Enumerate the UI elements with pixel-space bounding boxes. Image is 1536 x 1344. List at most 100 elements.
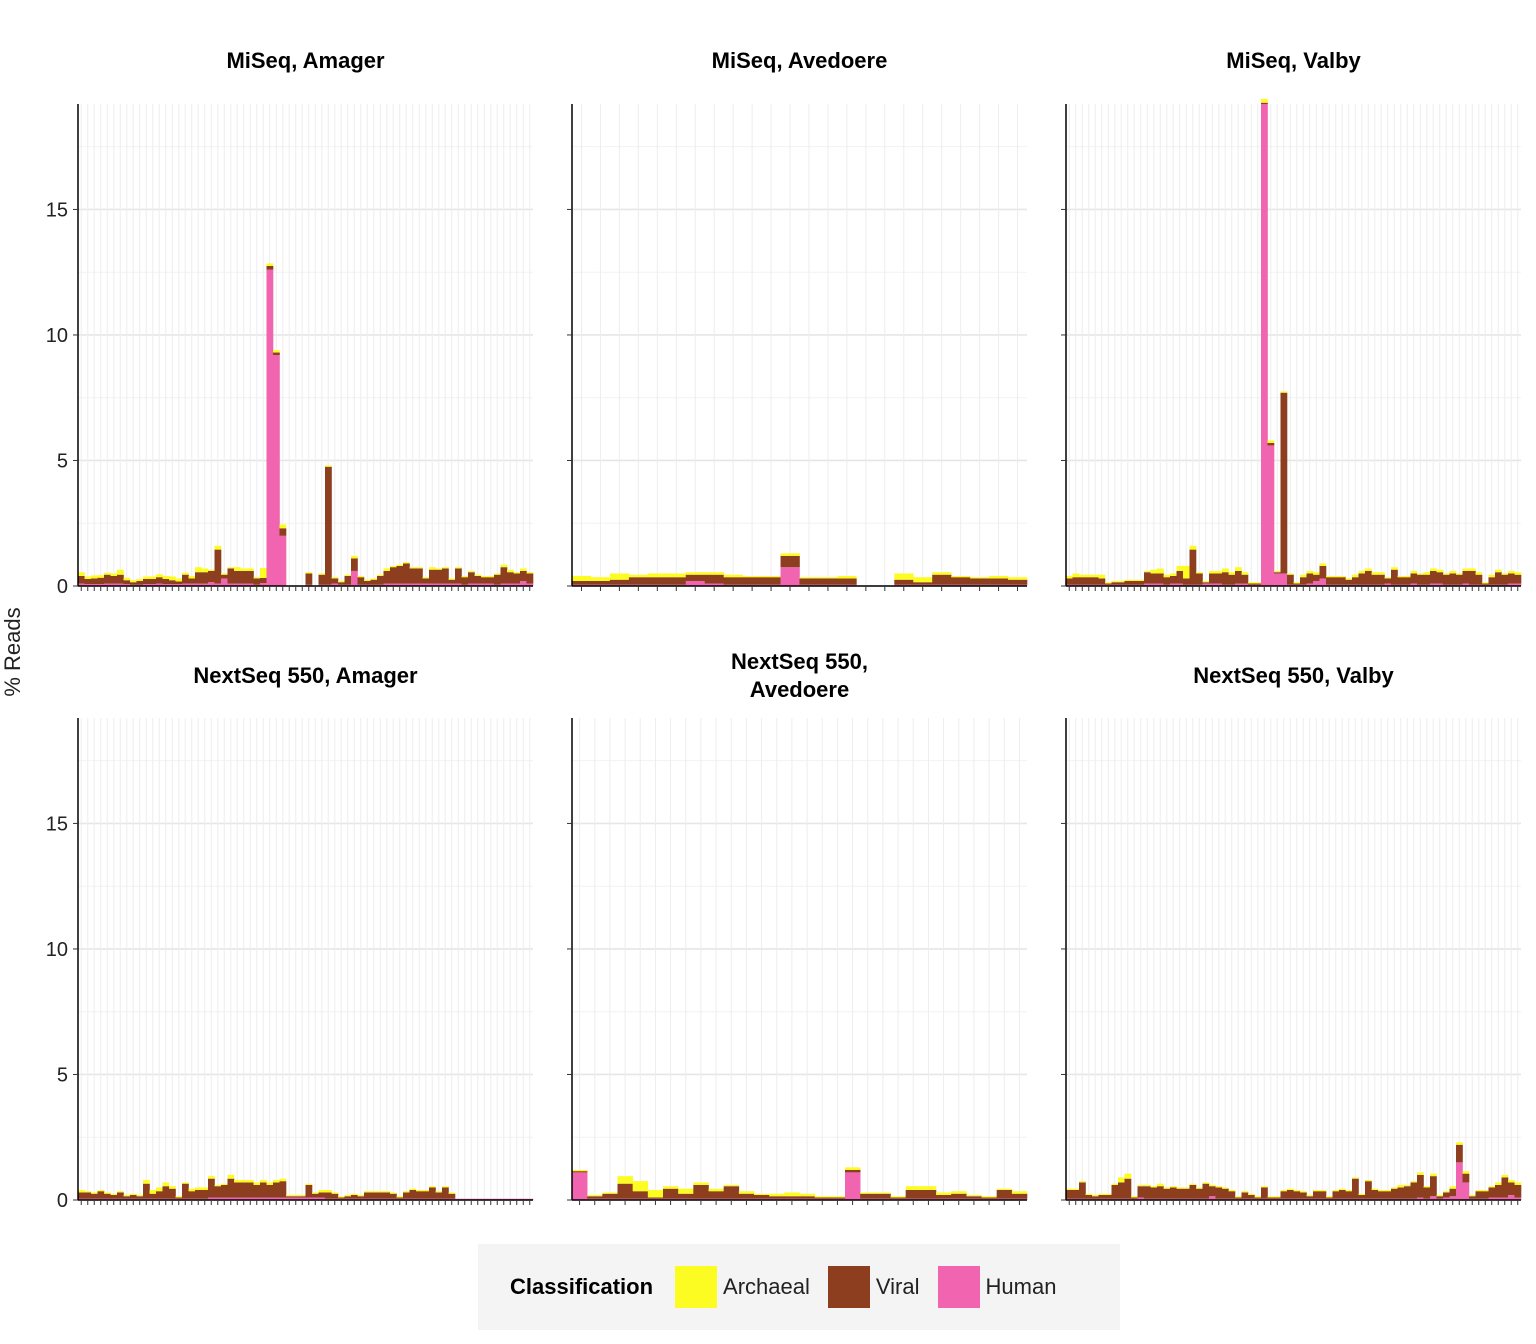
bar-archaeal-sample-35	[1287, 573, 1294, 575]
bar-archaeal-sample-39	[1313, 1189, 1320, 1192]
bar-viral-sample-1	[572, 580, 592, 585]
bar-viral-sample-24	[920, 1189, 937, 1199]
bar-archaeal-sample-24	[1008, 577, 1028, 580]
bar-archaeal-sample-20	[1189, 1183, 1197, 1185]
bar-viral-sample-13	[799, 578, 819, 585]
bar-archaeal-sample-44	[1345, 578, 1353, 580]
bar-human-sample-66	[1488, 1197, 1496, 1200]
bar-viral-sample-36	[305, 573, 313, 585]
bar-archaeal-sample-62	[1462, 1171, 1470, 1174]
bar-viral-sample-30	[266, 265, 274, 270]
bar-archaeal-sample-36	[305, 572, 313, 574]
bar-viral-sample-13	[156, 577, 163, 584]
bar-viral-sample-18	[894, 579, 914, 585]
bar-archaeal-sample-33	[1274, 570, 1281, 573]
bar-viral-sample-30	[1011, 1193, 1028, 1199]
bar-archaeal-sample-53	[416, 1189, 423, 1192]
bar-viral-sample-24	[1215, 1187, 1223, 1199]
bar-archaeal-sample-12	[149, 1189, 157, 1194]
bar-archaeal-sample-66	[500, 564, 508, 568]
bar-archaeal-sample-42	[344, 1194, 352, 1197]
bar-viral-sample-32	[1267, 442, 1275, 446]
bar-archaeal-sample-18	[1176, 565, 1184, 571]
bar-archaeal-sample-22	[1202, 1182, 1210, 1184]
bar-archaeal-sample-60	[461, 575, 469, 578]
bar-archaeal-sample-4	[628, 574, 649, 578]
bar-human-sample-54	[1410, 583, 1418, 586]
bar-archaeal-sample-23	[989, 575, 1009, 579]
bar-viral-sample-64	[1475, 574, 1483, 585]
bar-viral-sample-22	[214, 549, 222, 584]
bar-human-sample-15	[1157, 583, 1164, 586]
bar-viral-sample-24	[227, 568, 235, 584]
bar-human-sample-24	[227, 1197, 235, 1200]
bar-viral-sample-61	[468, 572, 475, 584]
bar-archaeal-sample-27	[247, 568, 254, 571]
panel-title-line: MiSeq, Avedoere	[712, 48, 888, 73]
bar-viral-sample-6	[1098, 1194, 1106, 1199]
bar-viral-sample-58	[448, 1193, 456, 1199]
bar-viral-sample-14	[769, 1196, 785, 1199]
bar-archaeal-sample-25	[1222, 1187, 1229, 1189]
bar-viral-sample-9	[723, 577, 743, 585]
bar-archaeal-sample-37	[312, 1192, 319, 1194]
bar-archaeal-sample-25	[234, 1179, 241, 1183]
bar-human-sample-31	[1261, 104, 1268, 586]
bar-archaeal-sample-1	[1066, 575, 1073, 579]
bar-viral-sample-67	[507, 572, 514, 584]
bar-viral-sample-23	[1209, 573, 1216, 584]
bar-archaeal-sample-66	[1488, 1186, 1496, 1188]
bar-viral-sample-2	[84, 578, 92, 584]
bar-archaeal-sample-46	[370, 578, 378, 580]
bar-archaeal-sample-59	[455, 567, 462, 569]
bar-viral-sample-59	[1443, 1192, 1450, 1198]
bar-archaeal-sample-3	[1079, 1181, 1086, 1183]
bar-archaeal-sample-9	[693, 1182, 709, 1185]
bar-archaeal-sample-55	[429, 567, 436, 570]
bar-human-sample-14	[162, 583, 170, 586]
bar-viral-sample-54	[422, 578, 430, 584]
bar-archaeal-sample-2	[587, 1194, 603, 1197]
bar-viral-sample-13	[754, 1194, 770, 1199]
bar-viral-sample-28	[253, 1184, 261, 1198]
bar-archaeal-sample-6	[647, 1189, 664, 1198]
bar-human-sample-37	[312, 1197, 319, 1200]
bar-human-sample-13	[1144, 583, 1151, 586]
bar-human-sample-33	[1274, 573, 1281, 586]
bar-archaeal-sample-52	[1397, 575, 1405, 578]
bar-archaeal-sample-8	[1111, 580, 1119, 583]
bar-archaeal-sample-10	[1124, 579, 1132, 581]
bar-archaeal-sample-65	[1482, 582, 1489, 584]
bar-viral-sample-15	[169, 1188, 176, 1199]
bar-human-sample-27	[247, 583, 254, 586]
bar-viral-sample-19	[913, 582, 933, 585]
bar-human-sample-11	[143, 583, 150, 586]
bar-human-sample-70	[1514, 583, 1522, 586]
bar-viral-sample-22	[1202, 1183, 1210, 1199]
bar-archaeal-sample-48	[383, 1191, 391, 1193]
bar-archaeal-sample-51	[403, 562, 410, 564]
bar-human-sample-17	[1170, 583, 1177, 586]
bar-archaeal-sample-54	[1410, 1181, 1418, 1183]
bar-viral-sample-47	[1365, 570, 1372, 585]
panel-4: NextSeq 550, Amager 0 5 10 15	[46, 663, 534, 1212]
bar-viral-sample-15	[1157, 1186, 1164, 1199]
bar-archaeal-sample-44	[357, 1194, 365, 1197]
bar-human-sample-22	[1202, 583, 1210, 586]
bar-viral-sample-23	[989, 578, 1009, 585]
bar-human-sample-52	[409, 583, 417, 586]
bar-viral-sample-4	[628, 577, 649, 585]
bar-viral-sample-11	[1131, 580, 1138, 585]
bar-viral-sample-8	[1111, 582, 1119, 585]
bar-human-sample-26	[240, 1197, 248, 1200]
bar-archaeal-sample-51	[1391, 567, 1398, 570]
bar-viral-sample-66	[500, 567, 508, 584]
bar-archaeal-sample-13	[156, 1187, 163, 1192]
bar-archaeal-sample-4	[1085, 574, 1093, 578]
bar-viral-sample-3	[91, 1193, 98, 1199]
bar-viral-sample-18	[1176, 570, 1184, 584]
bar-viral-sample-29	[260, 577, 267, 583]
bar-human-sample-21	[208, 1197, 215, 1200]
bar-human-sample-3	[91, 583, 98, 586]
bar-human-sample-8	[123, 583, 131, 586]
